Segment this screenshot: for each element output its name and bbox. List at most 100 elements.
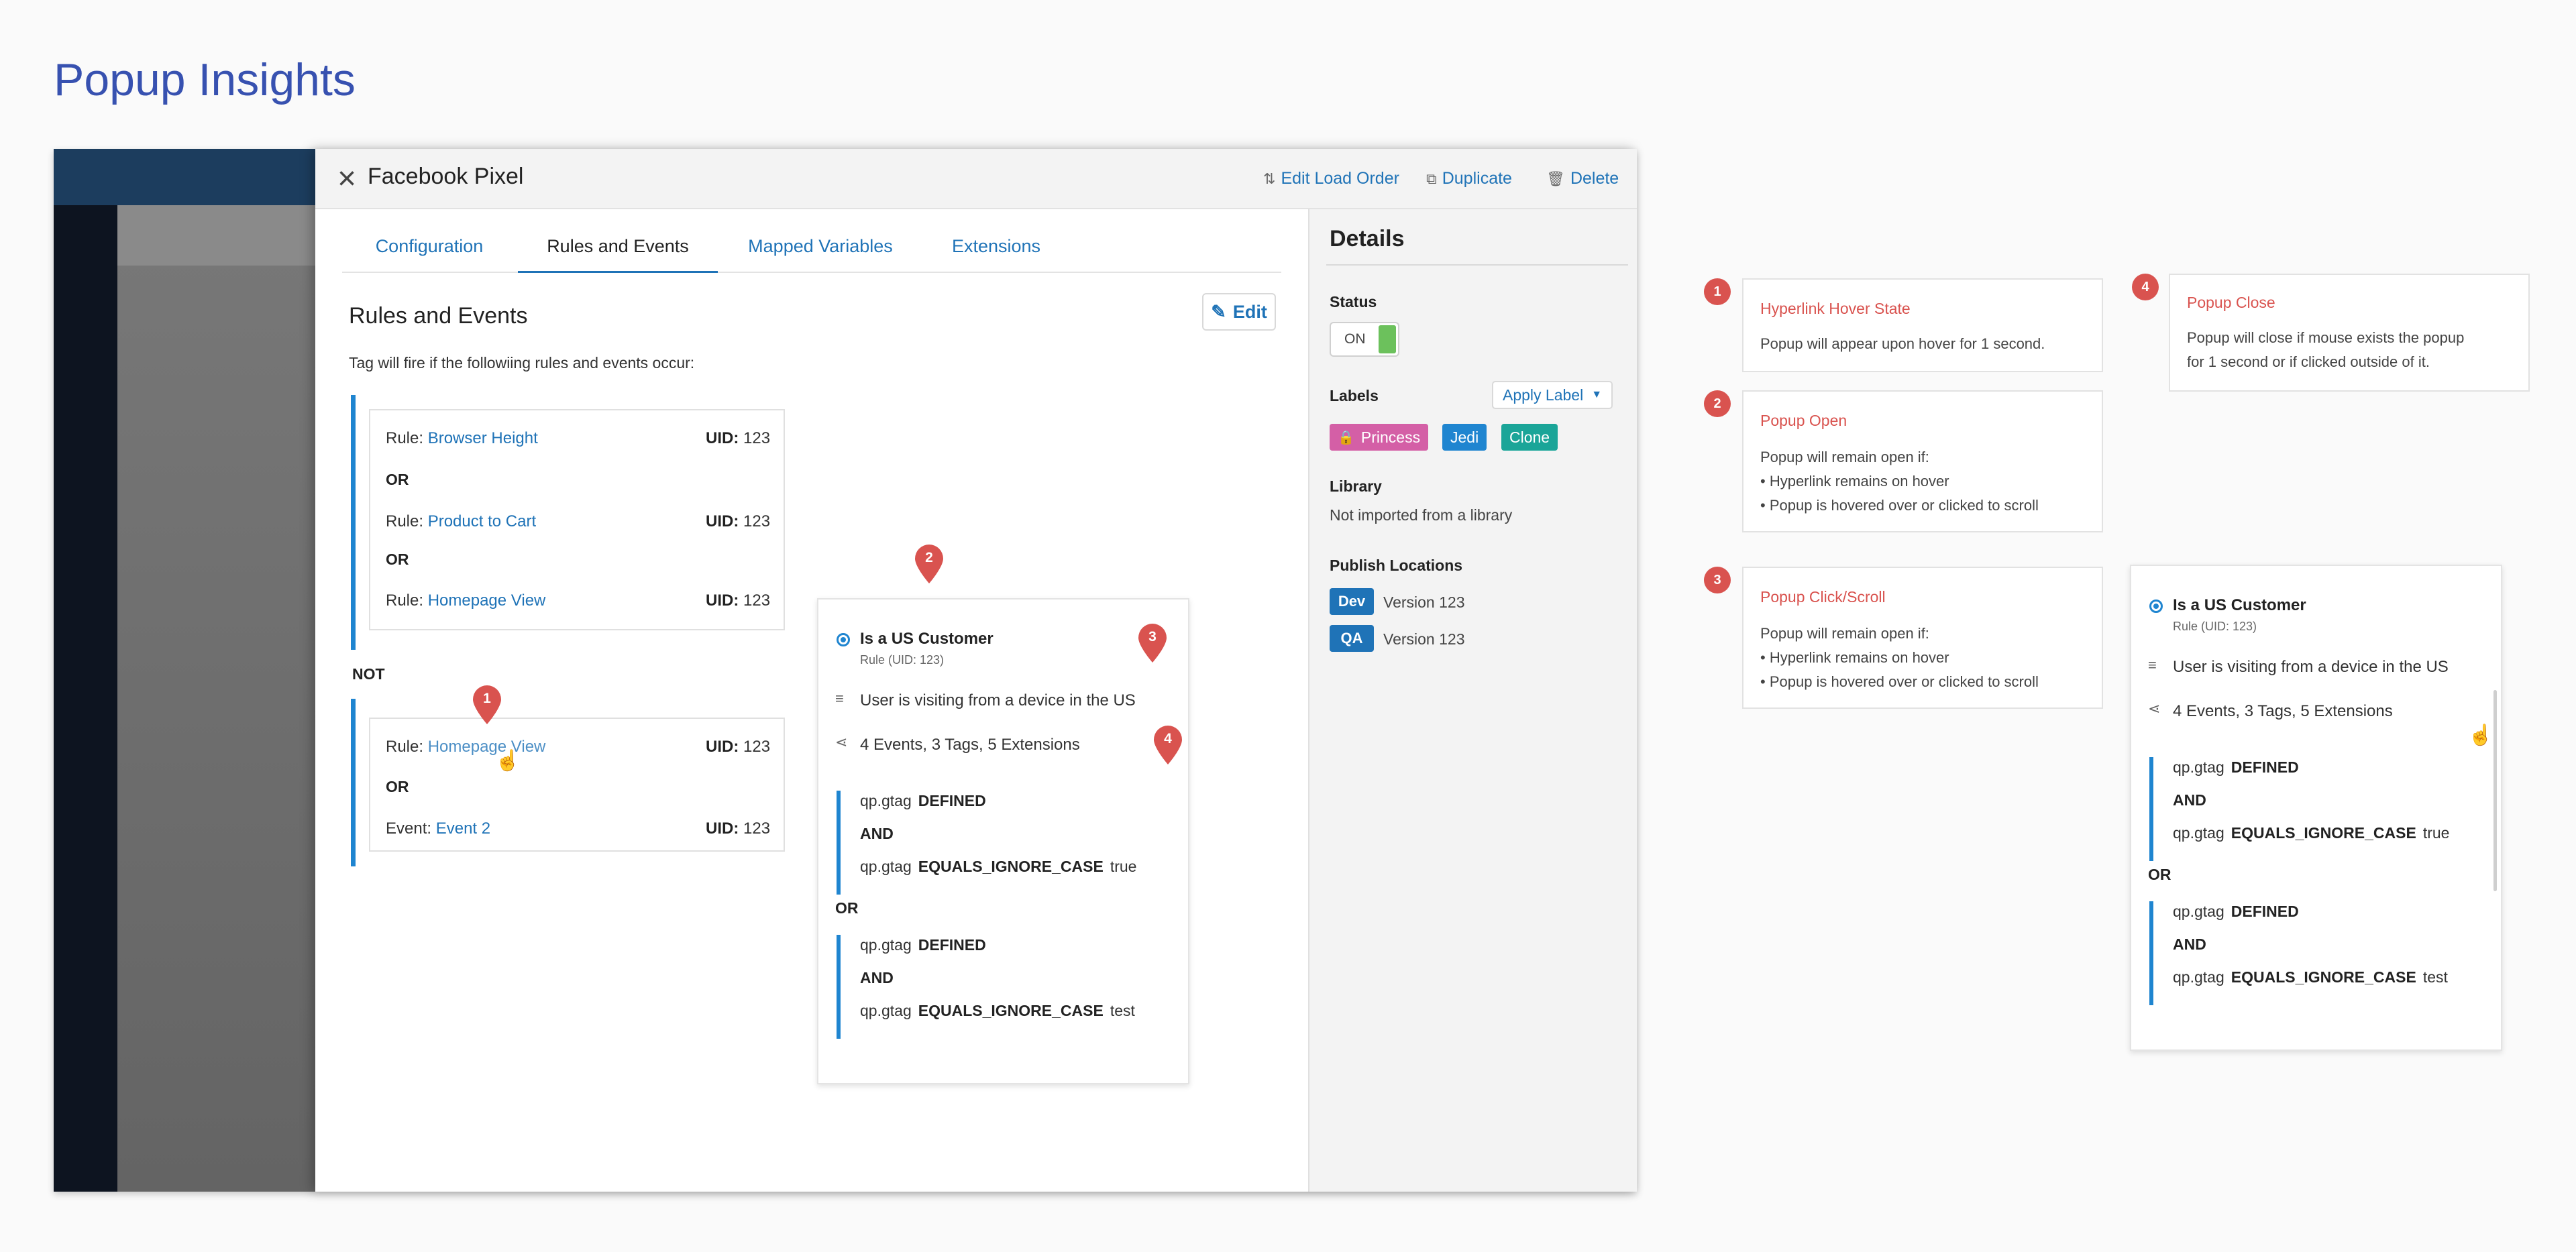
edit-load-order-button[interactable]: ⇅ Edit Load Order: [1263, 169, 1399, 188]
note-text: • Hyperlink remains on hover: [1760, 649, 1949, 666]
condition-row: qp.gtag DEFINED: [2173, 903, 2299, 920]
tab-bar: Configuration Rules and Events Mapped Va…: [342, 209, 1281, 273]
condition-row: qp.gtag DEFINED: [2173, 758, 2299, 776]
divider: [1326, 264, 1628, 266]
condition-row: qp.gtag EQUALS_IGNORE_CASE test: [860, 1002, 1135, 1019]
marker-pin-4: 4: [1152, 726, 1183, 764]
exclude-group-bar: [351, 699, 356, 866]
or-operator: OR: [835, 899, 859, 917]
app-sidebar: [54, 205, 117, 1192]
page-title: Popup Insights: [54, 54, 356, 105]
condition-row: qp.gtag EQUALS_IGNORE_CASE test: [2173, 968, 2448, 986]
rule-link-homepage-view[interactable]: Homepage View: [427, 591, 546, 610]
rules-description: Tag will fire if the followiing rules an…: [349, 354, 695, 372]
description-icon: ≡: [2148, 657, 2157, 673]
publish-locations-label: Publish Locations: [1330, 557, 1463, 574]
uid-value: UID: 123: [706, 819, 771, 838]
caret-down-icon: ▼: [1591, 389, 1603, 400]
rule-row: Rule: Homepage View: [386, 738, 546, 756]
rule-popup-card[interactable]: Is a US Customer Rule (UID: 123) ≡ User …: [817, 598, 1189, 1084]
note-text: for 1 second or if clicked outside of it…: [2187, 353, 2430, 370]
condition-group-bar: [837, 935, 841, 1039]
rule-link-browser-height[interactable]: Browser Height: [427, 429, 538, 447]
condition-row: qp.gtag EQUALS_IGNORE_CASE true: [860, 858, 1137, 875]
condition-group-bar: [2149, 901, 2153, 1005]
popup-rule-description: User is visiting from a device in the US: [860, 691, 1136, 709]
apply-label-text: Apply Label: [1503, 386, 1584, 404]
rule-row: Rule: Browser Height: [386, 429, 538, 447]
rule-link-homepage-view-hovered[interactable]: Homepage View: [427, 738, 546, 756]
note-card-2: Popup Open Popup will remain open if: • …: [1742, 390, 2103, 532]
popup-scrollbar[interactable]: [2493, 690, 2497, 891]
tab-extensions[interactable]: Extensions: [951, 236, 1041, 256]
close-icon[interactable]: ×: [337, 161, 357, 196]
not-separator: NOT: [352, 665, 385, 683]
popup-rule-title: Is a US Customer: [860, 630, 994, 648]
or-separator: OR: [386, 778, 409, 795]
rule-status-icon: [837, 633, 850, 646]
note-number-2: 2: [1704, 390, 1731, 417]
tab-configuration[interactable]: Configuration: [375, 236, 484, 256]
note-number-3: 3: [1704, 567, 1731, 593]
tab-mapped-variables[interactable]: Mapped Variables: [748, 236, 893, 256]
label-pill-jedi[interactable]: Jedi: [1442, 424, 1487, 451]
share-icon: ⋖: [2148, 700, 2161, 717]
library-label: Library: [1330, 477, 1382, 495]
marker-pin-3: 3: [1137, 624, 1168, 663]
note-title: Popup Open: [1760, 412, 1847, 429]
rule-popup-card-scrolled[interactable]: Is a US Customer Rule (UID: 123) ≡ User …: [2130, 565, 2502, 1051]
condition-row: qp.gtag DEFINED: [860, 936, 986, 954]
duplicate-button[interactable]: ⧉ Duplicate: [1426, 169, 1512, 188]
rule-row: Rule: Homepage View: [386, 591, 546, 610]
marker-pin-2: 2: [914, 545, 945, 583]
label-pill-clone[interactable]: Clone: [1501, 424, 1558, 451]
details-title: Details: [1330, 226, 1405, 251]
delete-button[interactable]: 🗑 Delete: [1546, 169, 1619, 188]
rule-row: Rule: Product to Cart: [386, 512, 537, 530]
popup-rule-usage: 4 Events, 3 Tags, 5 Extensions: [860, 736, 1080, 754]
tab-rules-and-events[interactable]: Rules and Events: [518, 209, 718, 273]
note-card-4: Popup Close Popup will close if mouse ex…: [2169, 274, 2530, 392]
and-operator: AND: [2173, 935, 2206, 953]
duplicate-label: Duplicate: [1442, 169, 1512, 188]
modal-title: Facebook Pixel: [368, 164, 524, 189]
include-group-bar: [351, 395, 356, 650]
rule-link-product-to-cart[interactable]: Product to Cart: [427, 512, 537, 530]
env-badge-dev: Dev: [1330, 588, 1374, 615]
modal-header: × Facebook Pixel ⇅ Edit Load Order ⧉ Dup…: [315, 149, 1637, 209]
marker-pin-1: 1: [472, 685, 502, 724]
label-pill-princess[interactable]: 🔒 Princess: [1330, 424, 1429, 451]
edit-label: Edit: [1232, 301, 1267, 322]
status-toggle[interactable]: ON: [1330, 322, 1399, 357]
uid-value: UID: 123: [706, 738, 771, 756]
note-text: Popup will remain open if:: [1760, 449, 1929, 465]
hand-cursor-icon: ☝: [495, 750, 521, 772]
and-operator: AND: [860, 825, 894, 842]
note-title: Popup Click/Scroll: [1760, 588, 1886, 606]
note-card-3: Popup Click/Scroll Popup will remain ope…: [1742, 567, 2103, 709]
rules-pane: Configuration Rules and Events Mapped Va…: [315, 209, 1308, 1192]
apply-label-dropdown[interactable]: Apply Label ▼: [1492, 381, 1613, 409]
edit-button[interactable]: ✎ Edit: [1202, 293, 1276, 331]
note-text: Popup will close if mouse exists the pop…: [2187, 329, 2465, 346]
uid-value: UID: 123: [706, 591, 771, 610]
note-text: Popup will remain open if:: [1760, 625, 1929, 642]
or-separator: OR: [386, 471, 409, 488]
popup-rule-subtitle: Rule (UID: 123): [860, 653, 945, 667]
note-number-1: 1: [1704, 278, 1731, 305]
status-label: Status: [1330, 293, 1377, 310]
note-text: Popup will appear upon hover for 1 secon…: [1760, 335, 2045, 352]
library-value: Not imported from a library: [1330, 506, 1513, 524]
condition-group-bar: [2149, 757, 2153, 861]
description-icon: ≡: [835, 690, 844, 707]
lock-icon: 🔒: [1338, 430, 1354, 445]
event-link-event-2[interactable]: Event 2: [435, 819, 491, 838]
details-pane: Details Status ON Labels Apply Label ▼ 🔒…: [1308, 209, 1637, 1192]
note-title: Hyperlink Hover State: [1760, 300, 1911, 317]
pencil-icon: ✎: [1211, 301, 1226, 322]
note-text: • Hyperlink remains on hover: [1760, 473, 1949, 490]
note-number-4: 4: [2132, 274, 2159, 300]
and-operator: AND: [2173, 791, 2206, 809]
note-card-1: Hyperlink Hover State Popup will appear …: [1742, 278, 2103, 372]
popup-rule-title: Is a US Customer: [2173, 596, 2306, 614]
